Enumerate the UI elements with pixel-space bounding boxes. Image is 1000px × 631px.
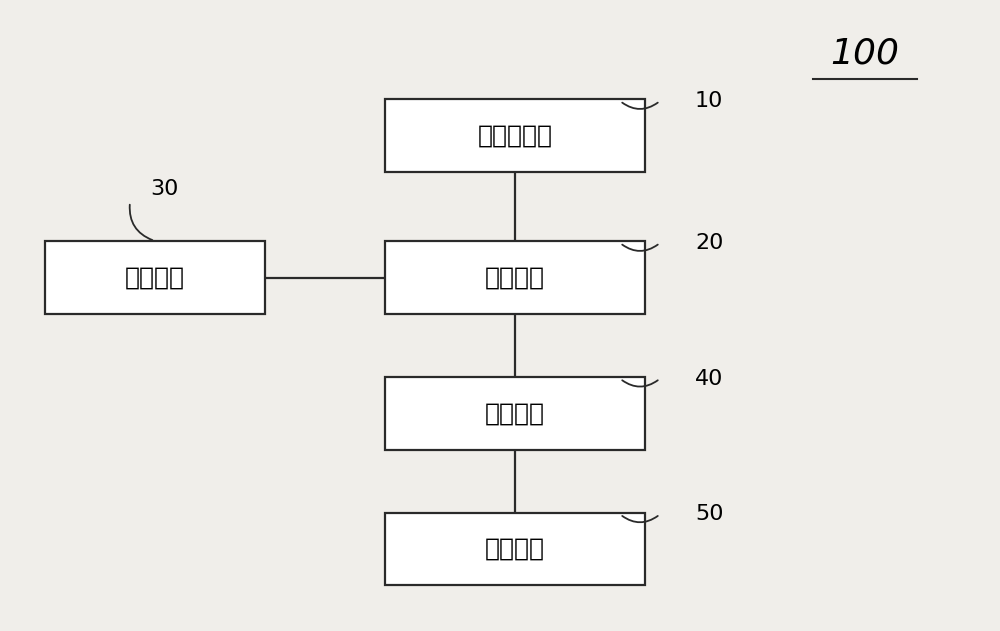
Text: 10: 10 (695, 91, 723, 111)
Bar (385, 241, 645, 314)
Bar (385, 512, 645, 586)
Text: 存储单元: 存储单元 (125, 266, 185, 290)
Text: 控制单元: 控制单元 (485, 537, 545, 561)
Bar (45, 241, 265, 314)
Bar (385, 377, 645, 449)
Text: 50: 50 (695, 504, 724, 524)
Text: 100: 100 (830, 37, 900, 71)
Bar (385, 99, 645, 172)
Text: 30: 30 (150, 179, 178, 199)
Text: 20: 20 (695, 233, 723, 253)
Text: 预处理单元: 预处理单元 (478, 124, 552, 148)
Text: 比较单元: 比较单元 (485, 266, 545, 290)
Text: 补偿单元: 补偿单元 (485, 401, 545, 425)
Text: 40: 40 (695, 369, 723, 389)
